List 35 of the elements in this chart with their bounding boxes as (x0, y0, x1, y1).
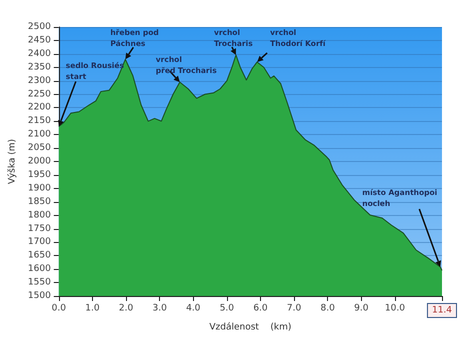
x-tick-label: 1.0 (85, 304, 100, 314)
y-axis-title: Výška (m) (6, 138, 18, 184)
y-tick-label: 1600 (28, 264, 52, 274)
x-tick-label: 5.0 (220, 304, 234, 314)
x-tick-label: 6.0 (253, 304, 268, 314)
y-tick-label: 1650 (28, 250, 52, 261)
x-tick-label: 10.0 (384, 304, 406, 314)
x-tick-label: 2.0 (118, 304, 134, 314)
y-tick-label: 1550 (28, 278, 52, 288)
x-tick-label: 0.0 (52, 304, 66, 314)
y-tick-label: 1900 (28, 183, 52, 194)
y-tick-label: 2200 (28, 102, 52, 113)
y-tick-label: 1500 (28, 291, 52, 301)
y-tick-label: 2400 (28, 48, 52, 59)
y-tick-label: 2500 (28, 22, 52, 32)
y-tick-label: 2150 (28, 116, 52, 126)
y-tick-label: 2350 (28, 62, 52, 72)
y-tick-label: 2450 (28, 35, 52, 46)
y-tick-label: 2100 (28, 130, 52, 140)
y-tick-label: 2250 (28, 89, 52, 100)
x-tick-label: 4.0 (186, 304, 201, 314)
x-axis-title: Vzdálenost (km) (209, 321, 292, 332)
x-tick-label: 9.0 (354, 304, 369, 314)
y-tick-label: 2050 (28, 143, 52, 154)
y-tick-label: 1800 (28, 210, 52, 220)
y-tick-label: 1850 (28, 196, 52, 207)
y-tick-label: 1700 (28, 237, 52, 248)
x-tick-label: 7.0 (286, 304, 302, 314)
x-tick-label: 11.4 (432, 306, 452, 316)
x-tick-label: 8.0 (320, 304, 336, 314)
y-tick-label: 1750 (28, 224, 52, 234)
y-tick-label: 2300 (28, 76, 52, 86)
y-tick-label: 2000 (28, 156, 52, 166)
x-tick-label: 3.0 (152, 304, 168, 314)
y-tick-label: 1950 (28, 170, 52, 180)
